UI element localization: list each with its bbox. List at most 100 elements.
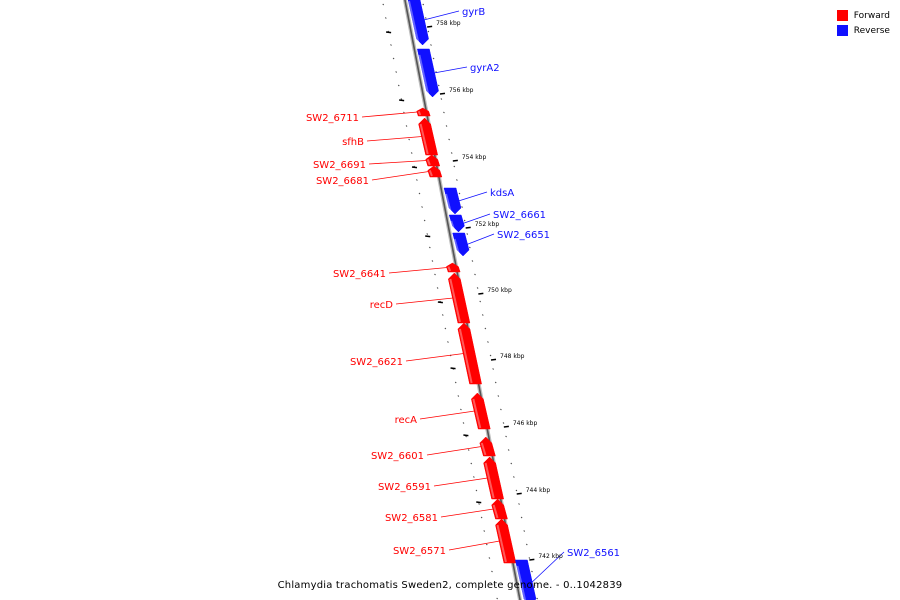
minor-tick	[427, 30, 430, 33]
gene-highlight	[458, 328, 473, 384]
gene-leader-line	[458, 191, 488, 202]
minor-tick	[384, 17, 387, 19]
tick-label-4: 750 kbp	[487, 287, 512, 294]
gene-leader-line	[440, 508, 494, 518]
minor-tick	[426, 233, 429, 235]
gene-highlight	[428, 170, 433, 177]
minor-tick	[518, 503, 520, 505]
minor-tick	[410, 152, 413, 154]
gene-leader-line	[462, 213, 491, 224]
gene-label-sw2_6621: SW2_6621	[350, 357, 403, 368]
minor-tick	[496, 597, 499, 600]
gene-leader-line	[366, 136, 423, 142]
gene-leader-line	[466, 233, 495, 245]
minor-tick	[474, 273, 476, 276]
minor-tick	[424, 17, 427, 19]
minor-tick	[472, 476, 475, 478]
minor-tick	[471, 260, 474, 262]
gene-highlight	[453, 238, 461, 256]
minor-tick	[536, 597, 539, 600]
gene-leader-line	[423, 10, 460, 21]
minor-tick	[434, 273, 436, 276]
left-major-tick	[437, 301, 443, 304]
gene-label-kdsa: kdsA	[490, 188, 514, 199]
gene-label-sfhb: sfhB	[342, 137, 364, 148]
minor-tick	[422, 3, 425, 6]
gene-highlight	[426, 159, 431, 166]
minor-tick	[494, 381, 497, 384]
minor-tick	[485, 543, 488, 546]
left-major-tick	[425, 235, 431, 238]
gene-arrow-kdsa	[443, 187, 462, 215]
minor-tick	[437, 84, 440, 87]
minor-tick	[443, 111, 445, 114]
minor-tick	[466, 233, 469, 235]
gene-arrow-sw2_6641	[446, 262, 461, 273]
tick-label-5: 748 kbp	[500, 353, 525, 360]
minor-tick	[458, 192, 461, 195]
minor-tick	[533, 584, 536, 586]
tick-label-0: 758 kbp	[436, 20, 461, 27]
gene-arrow-sw2_6661	[448, 214, 465, 233]
forward-swatch	[836, 10, 848, 21]
major-tick	[452, 159, 458, 162]
gene-label-sw2_6641: SW2_6641	[333, 269, 386, 280]
major-tick	[503, 425, 509, 428]
gene-highlight	[449, 278, 461, 323]
minor-tick	[467, 449, 470, 451]
legend-reverse: Reverse	[836, 23, 890, 38]
minor-tick	[447, 341, 449, 343]
minor-tick	[515, 489, 518, 492]
left-major-tick	[386, 31, 392, 34]
major-tick	[529, 558, 535, 561]
legend: Forward Reverse	[836, 8, 890, 38]
minor-tick	[484, 327, 487, 330]
minor-tick	[444, 327, 447, 330]
gene-highlight	[419, 123, 429, 155]
minor-tick	[483, 530, 486, 532]
legend-forward: Forward	[836, 8, 890, 23]
gene-label-sw2_6581: SW2_6581	[385, 513, 438, 524]
left-major-tick	[399, 99, 405, 102]
gene-leader-line	[433, 477, 488, 487]
minor-tick	[507, 449, 510, 451]
gene-arrow-sw2_6681	[427, 165, 443, 178]
minor-tick	[441, 314, 444, 316]
gene-label-recd: recD	[370, 300, 394, 311]
gene-arrow-sw2_6561	[515, 559, 537, 600]
gene-leader-line	[448, 540, 500, 551]
gene-leader-line	[388, 267, 448, 274]
minor-tick	[465, 435, 467, 438]
gene-leader-line	[395, 297, 454, 305]
gene-leader-line	[405, 353, 464, 362]
major-tick	[439, 92, 446, 95]
minor-tick	[448, 138, 450, 141]
minor-tick	[397, 84, 400, 87]
minor-tick	[487, 341, 489, 343]
minor-tick	[478, 503, 480, 505]
minor-tick	[382, 3, 385, 6]
gene-leader-line	[371, 171, 429, 181]
gene-highlight	[472, 398, 482, 429]
minor-tick	[520, 516, 523, 519]
minor-tick	[431, 260, 434, 262]
gene-leader-line	[531, 551, 565, 583]
minor-tick	[457, 395, 460, 397]
legend-reverse-label: Reverse	[853, 25, 890, 36]
gene-label-sw2_6591: SW2_6591	[378, 482, 431, 493]
minor-tick	[463, 219, 466, 222]
minor-tick-marks	[382, 3, 539, 600]
tick-label-7: 744 kbp	[526, 487, 551, 494]
left-major-tick	[463, 434, 469, 437]
gene-highlight	[418, 54, 430, 97]
minor-tick	[523, 530, 526, 532]
minor-tick	[400, 98, 403, 100]
minor-tick	[502, 422, 505, 424]
minor-tick	[453, 165, 456, 168]
gene-label-sw2_6691: SW2_6691	[313, 160, 366, 171]
gene-label-sw2_6651: SW2_6651	[497, 230, 550, 241]
tick-label-8: 742 kbp	[538, 553, 563, 560]
minor-tick	[512, 476, 515, 478]
gene-leader-line	[368, 160, 427, 165]
